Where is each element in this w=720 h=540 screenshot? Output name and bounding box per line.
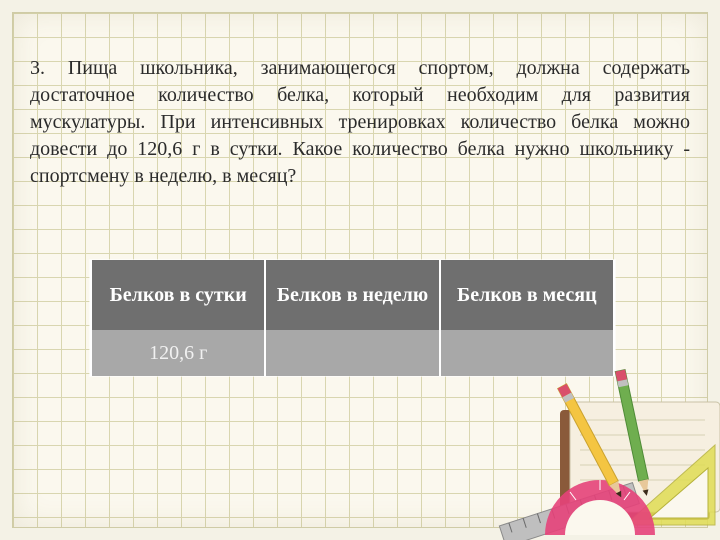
problem-number: 3. [30,57,45,79]
col-header-month: Белков в месяц [440,260,614,330]
col-header-week: Белков в неделю [265,260,439,330]
col-header-day: Белков в сутки [91,260,265,330]
table-row: 120,6 г [91,330,614,376]
protein-table: Белков в сутки Белков в неделю Белков в … [90,260,615,376]
cell-day: 120,6 г [91,330,265,376]
cell-week [265,330,439,376]
problem-body: Пища школьника, занимающегося спортом, д… [30,57,690,187]
cell-month [440,330,614,376]
table-header-row: Белков в сутки Белков в неделю Белков в … [91,260,614,330]
problem-text: 3. Пища школьника, занимающегося спортом… [30,55,690,190]
